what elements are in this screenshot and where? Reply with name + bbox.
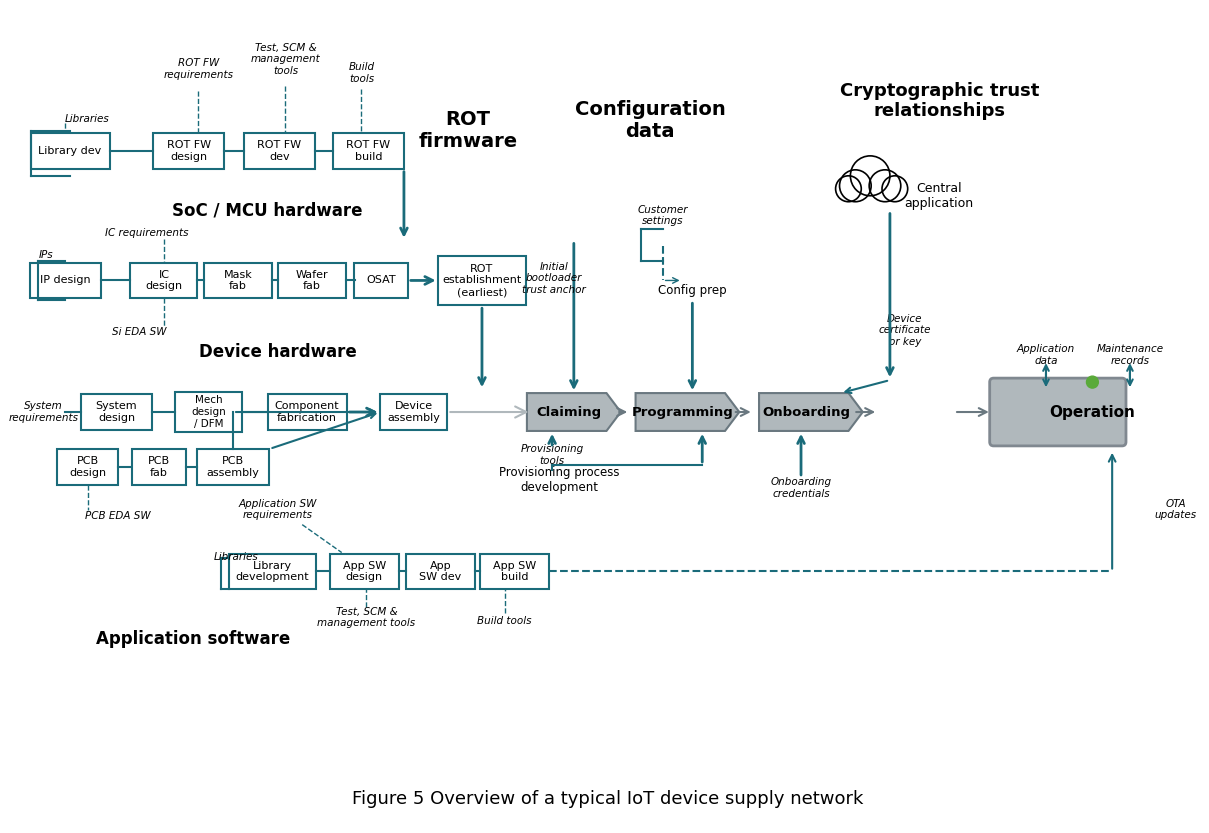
FancyBboxPatch shape bbox=[332, 133, 404, 169]
Text: PCB EDA SW: PCB EDA SW bbox=[85, 511, 151, 521]
Text: ROT FW
requirements: ROT FW requirements bbox=[163, 58, 233, 80]
Text: Claiming: Claiming bbox=[537, 406, 602, 418]
Text: Library dev: Library dev bbox=[39, 146, 102, 156]
Text: App SW
design: App SW design bbox=[343, 561, 386, 582]
FancyBboxPatch shape bbox=[57, 449, 118, 485]
Polygon shape bbox=[636, 393, 739, 431]
FancyBboxPatch shape bbox=[381, 394, 447, 430]
Text: PCB
design: PCB design bbox=[69, 456, 106, 477]
FancyBboxPatch shape bbox=[480, 554, 549, 590]
Polygon shape bbox=[527, 393, 620, 431]
Text: Libraries: Libraries bbox=[213, 551, 258, 561]
Text: Onboarding
credentials: Onboarding credentials bbox=[770, 477, 832, 499]
Text: App SW
build: App SW build bbox=[493, 561, 537, 582]
FancyBboxPatch shape bbox=[354, 262, 409, 298]
FancyBboxPatch shape bbox=[30, 133, 110, 169]
Text: SoC / MCU hardware: SoC / MCU hardware bbox=[173, 202, 363, 220]
Circle shape bbox=[883, 176, 908, 202]
Text: Application SW
requirements: Application SW requirements bbox=[238, 499, 317, 521]
Text: Si EDA SW: Si EDA SW bbox=[112, 327, 167, 337]
Text: Device
assembly: Device assembly bbox=[387, 402, 440, 423]
Text: Application software: Application software bbox=[97, 631, 290, 648]
FancyBboxPatch shape bbox=[131, 262, 197, 298]
Text: OTA
updates: OTA updates bbox=[1155, 499, 1197, 521]
FancyBboxPatch shape bbox=[278, 262, 346, 298]
Text: System
design: System design bbox=[96, 402, 138, 423]
Text: OSAT: OSAT bbox=[366, 276, 397, 286]
Text: ROT
firmware: ROT firmware bbox=[418, 111, 517, 152]
Text: Config prep: Config prep bbox=[658, 284, 727, 297]
Text: Initial
bootloader
trust anchor: Initial bootloader trust anchor bbox=[522, 262, 586, 295]
FancyBboxPatch shape bbox=[230, 554, 316, 590]
Text: Mask
fab: Mask fab bbox=[224, 270, 253, 292]
Circle shape bbox=[835, 176, 861, 202]
Circle shape bbox=[869, 170, 901, 202]
Text: Device hardware: Device hardware bbox=[198, 343, 357, 362]
Text: Libraries: Libraries bbox=[65, 114, 110, 124]
FancyBboxPatch shape bbox=[330, 554, 399, 590]
FancyBboxPatch shape bbox=[244, 133, 316, 169]
Text: PCB
assembly: PCB assembly bbox=[207, 456, 260, 477]
Text: Test, SCM &
management tools: Test, SCM & management tools bbox=[317, 606, 416, 628]
Circle shape bbox=[1087, 377, 1098, 388]
Text: ROT FW
dev: ROT FW dev bbox=[258, 140, 301, 162]
Text: Component
fabrication: Component fabrication bbox=[274, 402, 340, 423]
Text: Provisioning process
development: Provisioning process development bbox=[499, 466, 619, 494]
Text: IC requirements: IC requirements bbox=[105, 227, 189, 237]
Text: Onboarding: Onboarding bbox=[762, 406, 850, 418]
Text: ROT FW
design: ROT FW design bbox=[167, 140, 210, 162]
Text: Central
application: Central application bbox=[904, 182, 974, 210]
Text: Test, SCM &
management
tools: Test, SCM & management tools bbox=[250, 42, 320, 76]
Text: PCB
fab: PCB fab bbox=[147, 456, 170, 477]
Text: Mech
design
/ DFM: Mech design / DFM bbox=[191, 396, 226, 429]
Text: ROT FW
build: ROT FW build bbox=[346, 140, 391, 162]
Text: IPs: IPs bbox=[39, 250, 53, 260]
Text: Programming: Programming bbox=[632, 406, 734, 418]
Text: App
SW dev: App SW dev bbox=[420, 561, 462, 582]
Text: IP design: IP design bbox=[40, 276, 91, 286]
FancyBboxPatch shape bbox=[154, 133, 224, 169]
Text: ROT
establishment
(earliest): ROT establishment (earliest) bbox=[442, 264, 521, 297]
Text: Provisioning
tools: Provisioning tools bbox=[521, 444, 584, 466]
Text: Application
data: Application data bbox=[1017, 344, 1075, 366]
FancyBboxPatch shape bbox=[197, 449, 268, 485]
Text: System
requirements: System requirements bbox=[8, 402, 79, 423]
FancyBboxPatch shape bbox=[175, 392, 242, 432]
Text: Build tools: Build tools bbox=[478, 616, 532, 626]
Text: Library
development: Library development bbox=[236, 561, 310, 582]
FancyBboxPatch shape bbox=[81, 394, 152, 430]
Circle shape bbox=[839, 170, 872, 202]
Text: IC
design: IC design bbox=[145, 270, 183, 292]
FancyBboxPatch shape bbox=[990, 378, 1126, 446]
Text: Configuration
data: Configuration data bbox=[574, 101, 725, 142]
Text: Device
certificate
or key: Device certificate or key bbox=[879, 314, 931, 347]
Text: Wafer
fab: Wafer fab bbox=[296, 270, 329, 292]
Text: Build
tools: Build tools bbox=[348, 62, 375, 84]
FancyBboxPatch shape bbox=[204, 262, 272, 298]
Text: Figure 5 Overview of a typical IoT device supply network: Figure 5 Overview of a typical IoT devic… bbox=[352, 790, 863, 808]
FancyBboxPatch shape bbox=[132, 449, 186, 485]
Text: Operation: Operation bbox=[1049, 405, 1135, 420]
FancyBboxPatch shape bbox=[438, 256, 526, 306]
Text: Maintenance
records: Maintenance records bbox=[1097, 344, 1163, 366]
FancyBboxPatch shape bbox=[267, 394, 347, 430]
FancyBboxPatch shape bbox=[29, 262, 100, 298]
Polygon shape bbox=[759, 393, 863, 431]
Text: Customer
settings: Customer settings bbox=[637, 205, 688, 227]
Circle shape bbox=[850, 156, 890, 196]
Text: Cryptographic trust
relationships: Cryptographic trust relationships bbox=[839, 82, 1039, 121]
FancyBboxPatch shape bbox=[406, 554, 475, 590]
